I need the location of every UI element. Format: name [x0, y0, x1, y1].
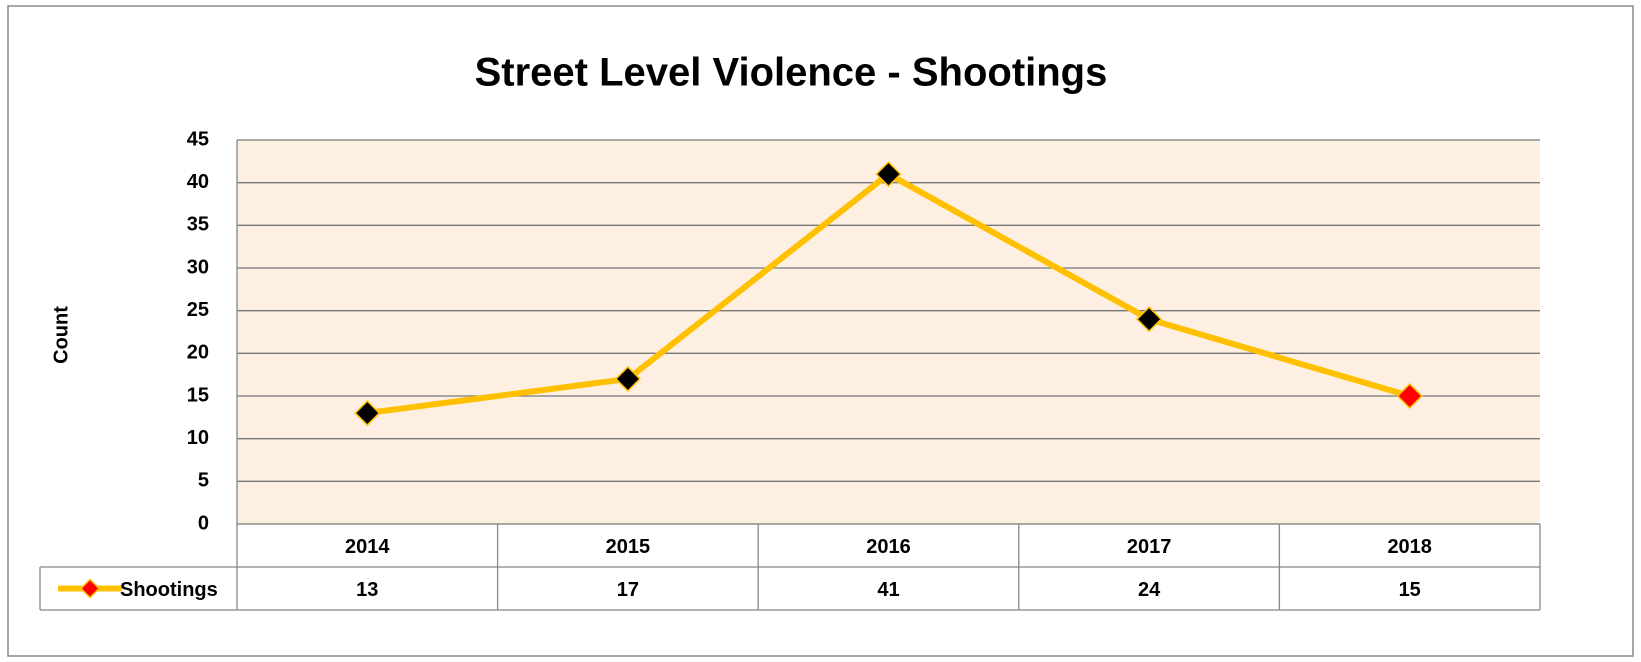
- chart-title: Street Level Violence - Shootings: [475, 51, 1108, 95]
- y-tick-label: 10: [187, 427, 209, 449]
- marker: [1396, 382, 1423, 410]
- y-tick-label: 30: [187, 256, 209, 278]
- table-value: 41: [877, 579, 899, 601]
- y-tick-label: 45: [187, 128, 209, 150]
- y-tick-label: 15: [187, 384, 209, 406]
- marker: [1136, 306, 1163, 333]
- y-tick-label: 25: [187, 299, 209, 321]
- x-tick-label: 2016: [866, 536, 911, 558]
- table-value: 24: [1138, 579, 1161, 601]
- legend-marker: [79, 578, 101, 599]
- y-tick-label: 0: [198, 512, 209, 534]
- y-axis-label: Count: [50, 306, 72, 364]
- y-tick-label: 20: [187, 342, 209, 364]
- table-value: 15: [1399, 579, 1421, 601]
- y-tick-label: 35: [187, 214, 209, 236]
- table-value: 17: [617, 579, 639, 601]
- x-tick-label: 2014: [345, 536, 390, 558]
- marker: [875, 161, 902, 188]
- y-tick-label: 5: [198, 470, 209, 492]
- marker: [614, 365, 641, 392]
- x-tick-label: 2017: [1127, 536, 1172, 558]
- legend-label: Shootings: [120, 579, 218, 601]
- y-tick-label: 40: [187, 171, 209, 193]
- table-value: 13: [356, 579, 378, 601]
- x-tick-label: 2015: [606, 536, 651, 558]
- x-tick-label: 2018: [1387, 536, 1432, 558]
- plot-area: [237, 140, 1540, 524]
- marker: [354, 400, 381, 427]
